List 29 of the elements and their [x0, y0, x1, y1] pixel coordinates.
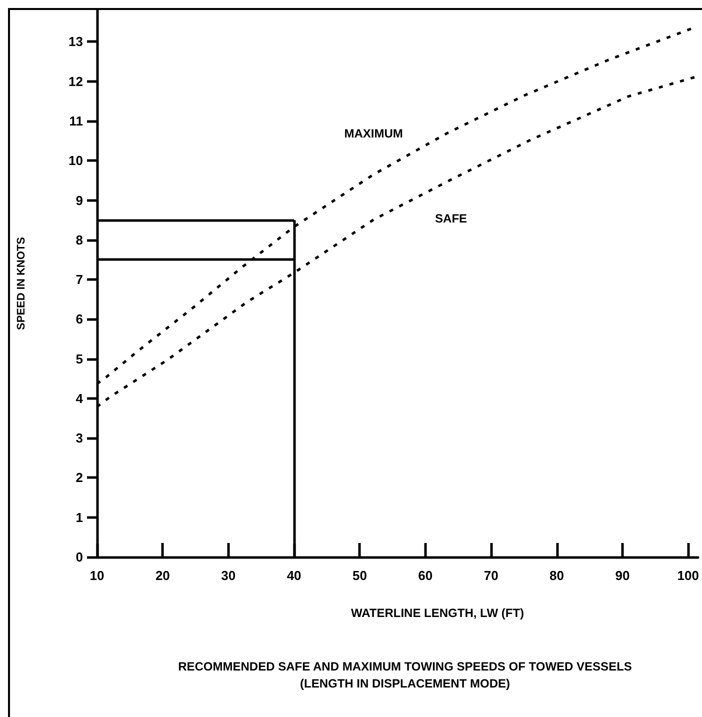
x-tick-label: 50: [352, 568, 367, 583]
y-tick-label: 11: [69, 113, 83, 128]
series-label: SAFE: [435, 212, 468, 226]
y-tick-label: 0: [76, 550, 83, 564]
y-tick-label: 12: [68, 74, 83, 89]
y-tick-label: 13: [68, 34, 83, 50]
y-axis-title: SPEED IN KNOTS: [16, 237, 28, 330]
y-tick-label: 1: [76, 510, 83, 525]
x-tick-label: 20: [155, 568, 170, 583]
x-tick-label: 100: [677, 568, 699, 583]
y-tick-label: 6: [76, 312, 83, 327]
y-tick-label: 3: [76, 430, 83, 446]
x-tick-label: 90: [615, 568, 630, 583]
text: RECOMMENDED SAFE AND MAXIMUM TOWING SPEEDS OF TOWED VESSELS (LENGTH IN DISPLACEMENT MODE): [178, 660, 632, 690]
x-tick-label: 40: [286, 568, 302, 583]
y-tick-label: 7: [76, 272, 83, 288]
y-tick-label: 8: [76, 232, 83, 248]
series-label: MAXIMUM: [344, 126, 403, 140]
x-tick-label: 80: [550, 568, 564, 583]
y-tick-label: 4: [76, 390, 84, 406]
x-tick-label: 10: [90, 568, 104, 583]
y-tick-label: 5: [76, 351, 83, 366]
x-tick-label: 30: [221, 568, 236, 583]
y-tick-label: 2: [76, 470, 83, 486]
x-tick-label: 70: [484, 568, 498, 583]
y-tick-label: 9: [76, 192, 83, 208]
y-tick-label: 10: [68, 153, 83, 168]
x-axis-title: WATERLINE LENGTH, LW (FT): [350, 606, 524, 620]
x-tick-label: 60: [418, 568, 433, 583]
